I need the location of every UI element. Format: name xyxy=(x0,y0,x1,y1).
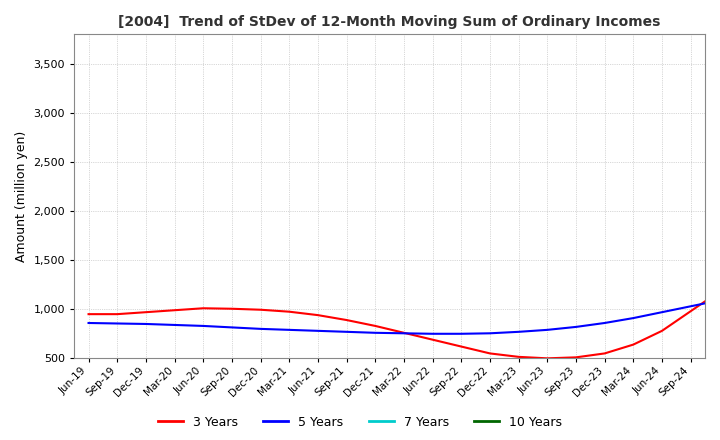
3 Years xyxy=(514,354,523,359)
5 Years xyxy=(428,331,437,337)
Line: 5 Years: 5 Years xyxy=(89,115,720,334)
3 Years xyxy=(400,330,408,335)
Line: 3 Years: 3 Years xyxy=(89,44,720,358)
3 Years xyxy=(572,355,580,360)
Legend: 3 Years, 5 Years, 7 Years, 10 Years: 3 Years, 5 Years, 7 Years, 10 Years xyxy=(153,411,567,434)
5 Years xyxy=(84,320,93,326)
5 Years xyxy=(572,324,580,330)
5 Years xyxy=(400,330,408,336)
Y-axis label: Amount (million yen): Amount (million yen) xyxy=(15,131,28,262)
Title: [2004]  Trend of StDev of 12-Month Moving Sum of Ordinary Incomes: [2004] Trend of StDev of 12-Month Moving… xyxy=(118,15,661,29)
3 Years xyxy=(543,356,552,361)
5 Years xyxy=(543,327,552,333)
3 Years xyxy=(84,312,93,317)
